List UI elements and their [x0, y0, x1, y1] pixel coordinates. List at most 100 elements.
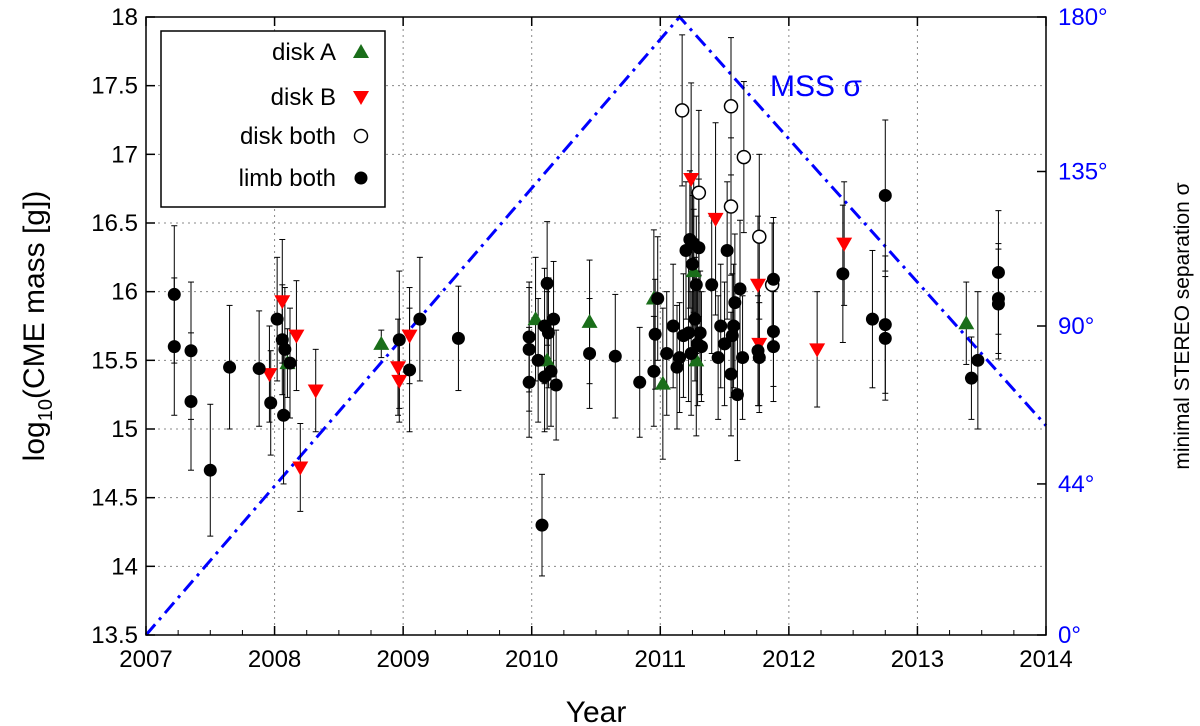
limb-both-point: [766, 340, 780, 354]
x-tick-label: 2007: [119, 646, 172, 673]
limb-both-point: [718, 337, 732, 351]
tick-labels: 2007 2008 2009 2010 2011 2012 2013 2014 13.5 14 14…: [91, 4, 1107, 673]
limb-both-point: [725, 329, 739, 343]
limb-both-point: [673, 351, 687, 365]
axis-ticks: [145, 16, 1047, 636]
legend-marker-disk-both: [353, 128, 369, 144]
y2-tick-label: 135°: [1058, 159, 1108, 186]
limb-both-point: [766, 324, 780, 338]
x-tick-label: 2014: [1019, 646, 1072, 673]
disk-both-point: [723, 199, 739, 214]
disk-b-point: [683, 173, 700, 188]
limb-both-point: [724, 367, 738, 381]
legend: disk A disk B disk both limb both: [160, 30, 386, 208]
limb-both-point: [878, 318, 892, 332]
y2-tick-label: 0°: [1058, 622, 1081, 649]
y-tick-label: 15.5: [91, 347, 138, 374]
limb-both-point: [752, 351, 766, 365]
x-tick-label: 2013: [891, 646, 944, 673]
y2-tick-label: 180°: [1058, 4, 1108, 31]
x-tick-label: 2011: [634, 646, 686, 673]
limb-both-point: [705, 278, 719, 292]
limb-both-point: [531, 353, 545, 367]
y2-axis-title: minimal STEREO separation σ: [1171, 182, 1194, 469]
mss-annotation: MSS σ: [770, 70, 862, 103]
disk-both-point: [736, 149, 752, 165]
limb-both-point: [692, 241, 706, 255]
disk-both-point: [752, 229, 767, 244]
disk-b-point: [750, 278, 766, 293]
limb-both-point: [689, 278, 703, 292]
x-tick-label: 2010: [505, 646, 558, 673]
x-tick-label: 2012: [762, 646, 815, 673]
disk-a-point: [373, 335, 390, 350]
limb-both-point: [730, 388, 744, 402]
disk-b-point: [292, 461, 309, 476]
disk-b-point: [836, 237, 853, 252]
limb-both-point: [878, 331, 892, 345]
disk-b-point: [401, 329, 418, 344]
y-axis-title: log10(CME mass [g]): [18, 191, 57, 462]
disk-b-point: [288, 329, 305, 344]
y-axis-title-sub: 10: [35, 399, 57, 421]
limb-both-point: [270, 312, 284, 326]
limb-both-point: [720, 243, 734, 257]
disk-b-point: [307, 384, 324, 399]
y-tick-label: 14: [111, 553, 138, 580]
limb-both-point: [549, 378, 563, 392]
legend-label-limb-both: limb both: [239, 165, 336, 192]
limb-both-point: [688, 312, 702, 326]
limb-both-point: [727, 319, 741, 333]
y-tick-label: 17.5: [91, 73, 138, 100]
limb-both-point: [223, 360, 237, 374]
limb-both-point: [583, 346, 597, 360]
y-tick-label: 16: [111, 279, 138, 306]
limb-both-point: [522, 330, 536, 344]
limb-both-point: [252, 362, 266, 376]
limb-both-point: [878, 189, 892, 203]
limb-both-point: [684, 346, 698, 360]
disk-b-point: [391, 374, 408, 389]
y-tick-label: 18: [111, 4, 138, 31]
limb-both-point: [547, 312, 561, 326]
disk-both-point: [674, 103, 690, 118]
y2-tick-label: 90°: [1058, 313, 1094, 340]
limb-both-point: [660, 346, 674, 360]
svg-text:log10(CME mass [g]): log10(CME mass [g]): [18, 191, 57, 462]
legend-markers: [353, 44, 369, 185]
y-tick-label: 16.5: [91, 210, 138, 237]
limb-both-point: [736, 351, 750, 365]
limb-both-point: [964, 371, 978, 385]
limb-both-point: [991, 265, 1005, 279]
limb-both-point: [991, 297, 1005, 311]
legend-label-disk-a: disk A: [272, 39, 336, 66]
disk-a-point: [581, 313, 598, 328]
limb-both-point: [971, 353, 985, 367]
limb-both-point: [283, 356, 297, 370]
limb-both-point: [685, 257, 699, 271]
disk-b-point: [390, 361, 406, 376]
legend-label-disk-b: disk B: [271, 84, 336, 111]
limb-both-point: [403, 363, 417, 377]
limb-both-point: [836, 267, 850, 281]
limb-both-point: [608, 349, 622, 363]
limb-both-point: [666, 319, 680, 333]
limb-both-point: [278, 342, 292, 356]
disk-a-point: [958, 315, 975, 330]
limb-both-point: [277, 408, 291, 422]
x-axis-title: Year: [566, 696, 627, 726]
limb-both-point: [392, 333, 406, 347]
limb-both-point: [535, 518, 549, 532]
legend-box: [160, 30, 386, 208]
limb-both-point: [733, 282, 747, 296]
disk-a-point: [654, 375, 671, 390]
limb-both-point: [540, 276, 554, 290]
limb-both-point: [167, 287, 181, 301]
disk-b-point: [274, 295, 291, 310]
y-axis-title-base: log: [18, 421, 51, 461]
limb-both-point: [413, 312, 427, 326]
limb-both-point: [522, 342, 536, 356]
limb-both-point: [865, 312, 879, 326]
limb-both-point: [184, 344, 198, 358]
limb-both-point: [728, 296, 742, 310]
